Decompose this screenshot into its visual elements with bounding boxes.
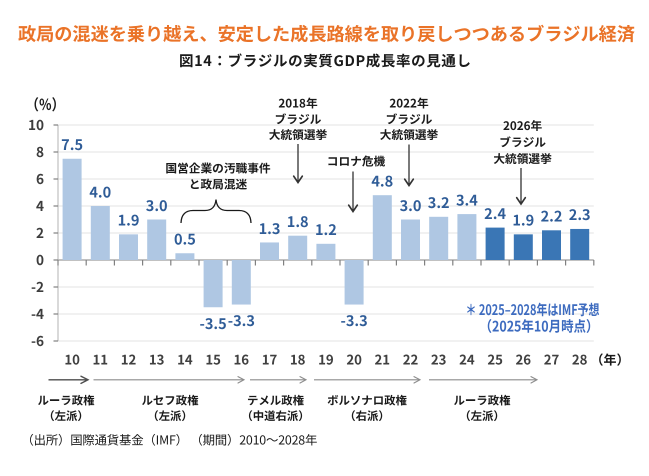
- svg-text:コロナ危機: コロナ危機: [327, 153, 386, 170]
- svg-text:23: 23: [431, 350, 447, 369]
- svg-text:12: 12: [121, 350, 137, 369]
- svg-text:15: 15: [205, 350, 221, 369]
- svg-text:3.0: 3.0: [146, 195, 168, 216]
- svg-text:2022年: 2022年: [389, 95, 429, 112]
- svg-text:4.0: 4.0: [89, 181, 111, 202]
- svg-text:（左派）: （左派）: [147, 408, 193, 424]
- svg-text:14: 14: [177, 350, 193, 369]
- svg-text:ルーラ政権: ルーラ政権: [38, 392, 96, 408]
- svg-text:7.5: 7.5: [61, 134, 83, 155]
- svg-text:（出所）国際通貨基金（IMF） （期間）2010～2028年: （出所）国際通貨基金（IMF） （期間）2010～2028年: [21, 431, 317, 449]
- svg-text:大統領選挙: 大統領選挙: [269, 126, 328, 143]
- svg-text:-6: -6: [31, 330, 44, 350]
- svg-text:17: 17: [262, 350, 278, 369]
- svg-text:国営企業の汚職事件: 国営企業の汚職事件: [165, 160, 271, 177]
- svg-text:1.9: 1.9: [512, 210, 534, 231]
- svg-text:28: 28: [572, 350, 588, 369]
- svg-text:-3.5: -3.5: [200, 313, 227, 334]
- svg-text:10: 10: [28, 114, 44, 134]
- svg-text:16: 16: [234, 350, 250, 369]
- svg-text:2: 2: [36, 222, 44, 242]
- svg-text:4.8: 4.8: [371, 171, 393, 192]
- svg-text:2.3: 2.3: [569, 204, 591, 225]
- svg-text:0: 0: [36, 249, 44, 269]
- svg-text:1.3: 1.3: [259, 218, 281, 239]
- svg-text:大統領選挙: 大統領選挙: [493, 150, 552, 167]
- svg-text:1.9: 1.9: [118, 210, 140, 231]
- svg-text:0.5: 0.5: [174, 229, 196, 250]
- svg-text:21: 21: [375, 350, 391, 369]
- svg-text:20: 20: [346, 350, 362, 369]
- svg-text:2.4: 2.4: [484, 203, 506, 224]
- svg-text:（中道右派）: （中道右派）: [241, 408, 309, 424]
- svg-text:（右派）: （右派）: [344, 408, 390, 424]
- svg-text:26: 26: [516, 350, 532, 369]
- svg-text:4: 4: [36, 195, 44, 215]
- svg-text:2026年: 2026年: [503, 117, 543, 134]
- svg-text:19: 19: [318, 350, 334, 369]
- svg-text:27: 27: [544, 350, 560, 369]
- svg-text:1.8: 1.8: [287, 211, 309, 232]
- svg-text:-4: -4: [31, 303, 44, 323]
- svg-text:-2: -2: [31, 276, 44, 296]
- svg-text:24: 24: [459, 350, 475, 369]
- svg-text:18: 18: [290, 350, 306, 369]
- svg-text:図14：ブラジルの実質GDP成長率の見通し: 図14：ブラジルの実質GDP成長率の見通し: [179, 50, 471, 71]
- svg-text:（％）: （％）: [26, 94, 65, 115]
- svg-text:8: 8: [36, 141, 44, 161]
- svg-text:（左派）: （左派）: [459, 408, 505, 424]
- svg-text:（年）: （年）: [591, 350, 630, 369]
- svg-text:テメル政権: テメル政権: [247, 392, 305, 408]
- svg-text:と政局混迷: と政局混迷: [189, 175, 248, 192]
- svg-text:ルーラ政権: ルーラ政権: [454, 392, 512, 408]
- svg-text:-3.3: -3.3: [228, 310, 255, 331]
- svg-text:1.2: 1.2: [315, 219, 337, 240]
- svg-text:25: 25: [487, 350, 503, 369]
- svg-text:10: 10: [64, 350, 80, 369]
- svg-text:11: 11: [93, 350, 109, 369]
- svg-text:ブラジル: ブラジル: [499, 134, 546, 151]
- svg-text:2018年: 2018年: [278, 95, 318, 112]
- svg-text:大統領選挙: 大統領選挙: [380, 126, 439, 143]
- svg-text:13: 13: [149, 350, 165, 369]
- svg-text:ブラジル: ブラジル: [275, 110, 322, 127]
- svg-text:＊ 2025–2028年はIMF予想: ＊ 2025–2028年はIMF予想: [466, 299, 600, 320]
- svg-text:ルセフ政権: ルセフ政権: [142, 392, 200, 408]
- svg-text:6: 6: [36, 168, 44, 188]
- svg-text:3.2: 3.2: [428, 192, 450, 213]
- svg-text:2.2: 2.2: [541, 206, 563, 227]
- svg-text:22: 22: [403, 350, 419, 369]
- svg-text:3.4: 3.4: [456, 189, 478, 210]
- svg-text:ボルソナロ政権: ボルソナロ政権: [327, 392, 407, 408]
- svg-text:ブラジル: ブラジル: [386, 110, 433, 127]
- svg-text:政局の混迷を乗り越え、安定した成長路線を取り戻しつつあるブラ: 政局の混迷を乗り越え、安定した成長路線を取り戻しつつあるブラジル経済: [18, 20, 635, 46]
- svg-text:（2025年10月時点）: （2025年10月時点）: [480, 316, 599, 337]
- svg-text:3.0: 3.0: [400, 195, 422, 216]
- svg-text:（左派）: （左派）: [43, 408, 89, 424]
- svg-text:-3.3: -3.3: [341, 310, 368, 331]
